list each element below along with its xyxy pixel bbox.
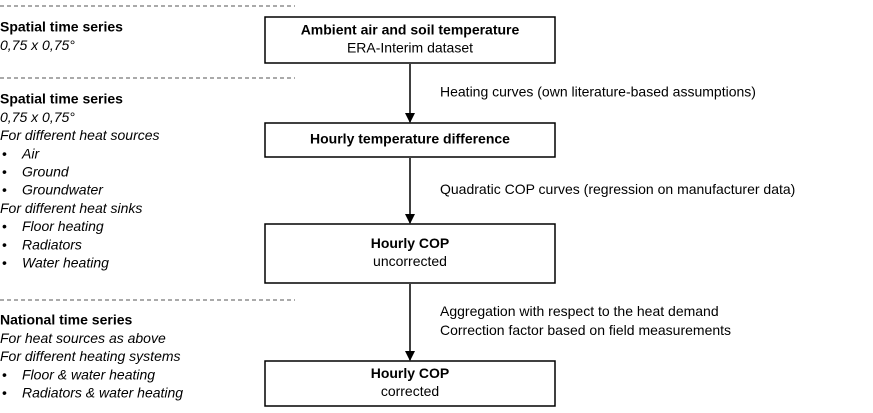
edge-label: Quadratic COP curves (regression on manu… (440, 181, 795, 197)
bullet-dot: • (2, 164, 7, 180)
node-box (264, 16, 556, 64)
bullet-dot: • (2, 255, 7, 271)
bullet-item: Floor & water heating (22, 366, 155, 382)
edge-label: Correction factor based on field measure… (440, 322, 731, 338)
edge-label: Heating curves (own literature-based ass… (440, 84, 756, 100)
node-subtitle: ERA-Interim dataset (347, 40, 473, 56)
bullet-item: Radiators (22, 236, 82, 252)
node-box (264, 360, 556, 407)
bullet-dot: • (2, 366, 7, 382)
bullet-item: Ground (22, 164, 70, 180)
group-heading: For heat sources as above (0, 330, 166, 346)
section-title: National time series (0, 312, 132, 328)
section-subtitle: 0,75 x 0,75° (0, 37, 75, 53)
section-title: Spatial time series (0, 19, 123, 35)
node-title: Ambient air and soil temperature (301, 22, 520, 38)
bullet-dot: • (2, 145, 7, 161)
group-heading: For different heat sinks (0, 200, 142, 216)
bullet-item: Air (21, 145, 40, 161)
node-title: Hourly COP (371, 365, 450, 381)
bullet-dot: • (2, 236, 7, 252)
section-subtitle: 0,75 x 0,75° (0, 109, 75, 125)
group-heading: For different heating systems (0, 348, 181, 364)
bullet-dot: • (2, 385, 7, 401)
bullet-item: Water heating (22, 255, 109, 271)
node-subtitle: uncorrected (373, 253, 447, 269)
group-heading: For different heat sources (0, 127, 160, 143)
section-title: Spatial time series (0, 91, 123, 107)
bullet-item: Radiators & water heating (22, 385, 183, 401)
node-subtitle: corrected (381, 383, 439, 399)
bullet-item: Groundwater (22, 182, 104, 198)
edge-label: Aggregation with respect to the heat dem… (440, 303, 719, 319)
bullet-dot: • (2, 182, 7, 198)
bullet-dot: • (2, 218, 7, 234)
node-box (264, 122, 556, 158)
bullet-item: Floor heating (22, 218, 104, 234)
node-title: Hourly temperature difference (310, 131, 510, 147)
node-box (264, 223, 556, 284)
node-title: Hourly COP (371, 235, 450, 251)
